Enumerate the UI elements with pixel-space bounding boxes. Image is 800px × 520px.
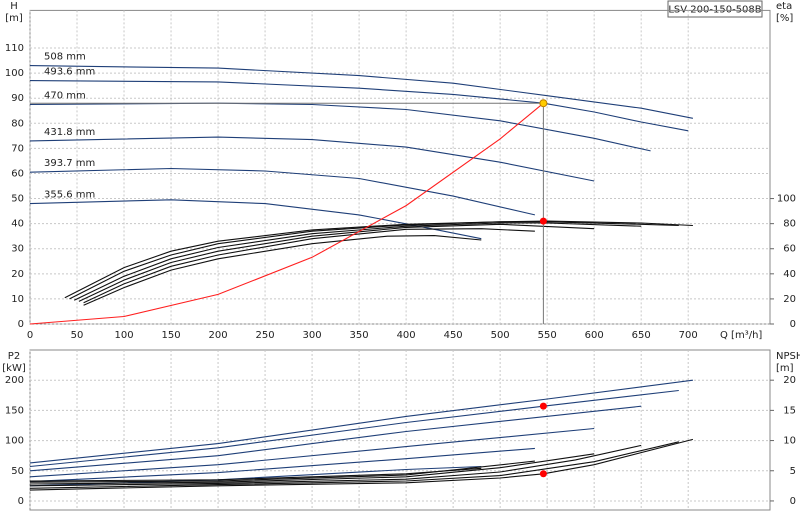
x-axis-label: Q [m³/h] (720, 330, 762, 341)
y2-tick-label: 15 (783, 405, 796, 416)
curve (69, 221, 679, 300)
curve (29, 102, 544, 325)
duty-point (539, 217, 547, 225)
x-tick-label: 0 (27, 330, 33, 341)
y-tick-label: 40 (11, 219, 24, 230)
curve (29, 199, 482, 240)
y-tick-label: 30 (11, 244, 24, 255)
y2-axis-unit: [%] (776, 13, 793, 24)
y2-tick-label: 100 (777, 194, 796, 205)
y-tick-label: 100 (5, 436, 24, 447)
y-tick-label: 20 (11, 269, 24, 280)
y-tick-label: 0 (18, 496, 24, 507)
y-axis-unit: [m] (5, 13, 23, 24)
y-tick-label: 100 (5, 68, 24, 79)
x-tick-label: 450 (444, 330, 463, 341)
curve (29, 447, 535, 483)
x-tick-label: 50 (71, 330, 84, 341)
y2-axis-label: eta (776, 1, 792, 12)
curve-label: 508 mm (44, 52, 86, 63)
x-tick-label: 300 (303, 330, 322, 341)
curve (64, 220, 693, 299)
title-box (667, 0, 763, 18)
y2-tick-label: 40 (783, 269, 796, 280)
x-tick-label: 650 (632, 330, 651, 341)
y2-tick-label: 5 (790, 466, 796, 477)
y2-tick-label: 20 (783, 375, 796, 386)
y2-axis-unit: [m] (776, 363, 794, 374)
curve (29, 467, 482, 482)
y-tick-label: 80 (11, 118, 24, 129)
x-tick-label: 100 (114, 330, 133, 341)
curve (29, 167, 536, 216)
curve (29, 389, 679, 468)
y-tick-label: 90 (11, 93, 24, 104)
curve (83, 235, 482, 306)
y-tick-label: 50 (11, 194, 24, 205)
duty-point (539, 402, 547, 410)
y-tick-label: 60 (11, 168, 24, 179)
y2-tick-label: 20 (783, 294, 796, 305)
y-tick-label: 0 (18, 319, 24, 330)
curve (83, 228, 535, 304)
curve (29, 438, 694, 491)
y-tick-label: 150 (5, 405, 24, 416)
x-tick-label: 500 (491, 330, 510, 341)
y2-tick-label: 0 (790, 496, 796, 507)
x-tick-label: 350 (350, 330, 369, 341)
y2-tick-label: 80 (783, 219, 796, 230)
curve (29, 427, 595, 478)
curve (29, 379, 693, 464)
curve-label: 431.8 mm (44, 127, 95, 138)
x-tick-label: 700 (679, 330, 698, 341)
curve-label: 493.6 mm (44, 67, 95, 78)
y-axis-unit: [kW] (2, 363, 26, 374)
curve (29, 444, 642, 487)
x-tick-label: 200 (209, 330, 228, 341)
y-tick-label: 10 (11, 294, 24, 305)
curve (78, 223, 595, 302)
y-tick-label: 70 (11, 143, 24, 154)
x-tick-label: 400 (397, 330, 416, 341)
curve (29, 453, 595, 485)
y2-tick-label: 60 (783, 244, 796, 255)
curve-label: 355.6 mm (44, 190, 95, 201)
x-tick-label: 550 (538, 330, 557, 341)
curve (29, 102, 651, 152)
y2-axis-label: NPSH (776, 351, 800, 362)
curve (29, 65, 694, 119)
duty-point (539, 470, 547, 478)
y-tick-label: 50 (11, 466, 24, 477)
y-axis-label: H (10, 1, 18, 12)
curve (29, 80, 689, 132)
y2-tick-label: 10 (783, 436, 796, 447)
x-tick-label: 250 (256, 330, 275, 341)
y-tick-label: 110 (5, 43, 24, 54)
curve-label: 393.7 mm (44, 158, 95, 169)
curve (29, 136, 595, 182)
curve (29, 460, 535, 483)
curve (73, 222, 642, 301)
y-axis-label: P2 (8, 351, 20, 362)
curve-label: 470 mm (44, 90, 86, 101)
x-tick-label: 150 (161, 330, 180, 341)
y2-tick-label: 0 (790, 319, 796, 330)
curve (29, 441, 679, 489)
duty-point (539, 99, 548, 108)
y-tick-label: 200 (5, 375, 24, 386)
curve (29, 405, 642, 472)
x-tick-label: 600 (585, 330, 604, 341)
